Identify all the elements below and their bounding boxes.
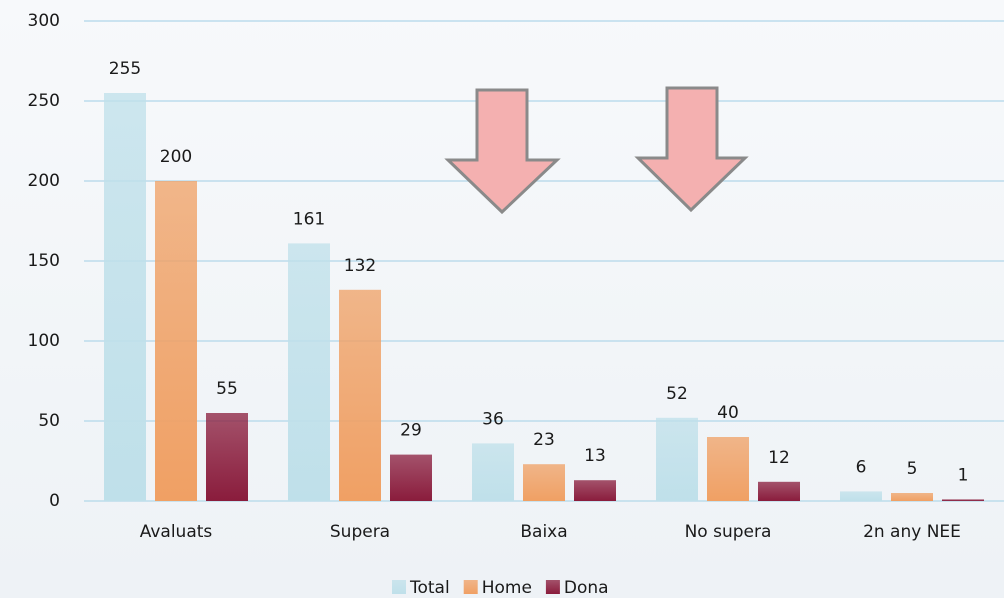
y-tick-label: 300	[28, 11, 60, 31]
x-tick-label: Supera	[330, 522, 390, 542]
x-tick-label: 2n any NEE	[863, 522, 961, 542]
y-tick-label: 250	[28, 91, 60, 111]
arrow	[444, 88, 561, 215]
data-label: 55	[216, 379, 238, 399]
bar	[206, 413, 248, 501]
data-label: 200	[160, 147, 192, 167]
bar	[942, 499, 984, 501]
bar	[472, 443, 514, 501]
arrow	[634, 86, 749, 213]
bar	[758, 481, 800, 501]
x-tick-label: Baixa	[520, 522, 567, 542]
bar	[891, 493, 933, 501]
data-label: 5	[907, 459, 918, 479]
data-label: 255	[109, 59, 141, 79]
data-label: 132	[344, 256, 376, 276]
legend-swatch	[392, 580, 406, 594]
data-label: 52	[666, 384, 688, 404]
data-label: 6	[856, 457, 867, 477]
bar	[574, 480, 616, 501]
y-tick-label: 150	[28, 251, 60, 271]
data-label: 36	[482, 409, 504, 429]
bar	[707, 437, 749, 501]
data-label: 13	[584, 446, 606, 466]
data-label: 161	[293, 209, 325, 229]
data-label: 23	[533, 430, 555, 450]
bar	[155, 181, 197, 501]
bar	[840, 491, 882, 501]
legend-swatch	[545, 580, 560, 594]
data-label: 40	[717, 403, 739, 423]
bar	[104, 93, 146, 501]
y-tick-label: 50	[38, 411, 60, 431]
bar	[339, 289, 381, 501]
legend-swatch	[463, 580, 478, 594]
y-tick-label: 200	[28, 171, 60, 191]
data-label: 1	[958, 465, 969, 485]
data-label: 12	[768, 448, 790, 468]
legend-label: Total	[409, 578, 450, 598]
legend-label: Dona	[564, 578, 609, 598]
y-tick-label: 0	[49, 491, 60, 511]
data-label: 29	[400, 421, 422, 441]
bar	[523, 464, 565, 501]
y-tick-label: 100	[28, 331, 60, 351]
bar	[288, 243, 330, 501]
x-tick-label: Avaluats	[140, 522, 213, 542]
plot-area: 0 50 100 150 200 250 300 Avaluats 255 200 55 Supera…	[28, 11, 1004, 598]
bar	[390, 454, 432, 501]
bar	[656, 417, 698, 501]
legend-label: Home	[482, 578, 532, 598]
x-tick-label: No supera	[685, 522, 772, 542]
